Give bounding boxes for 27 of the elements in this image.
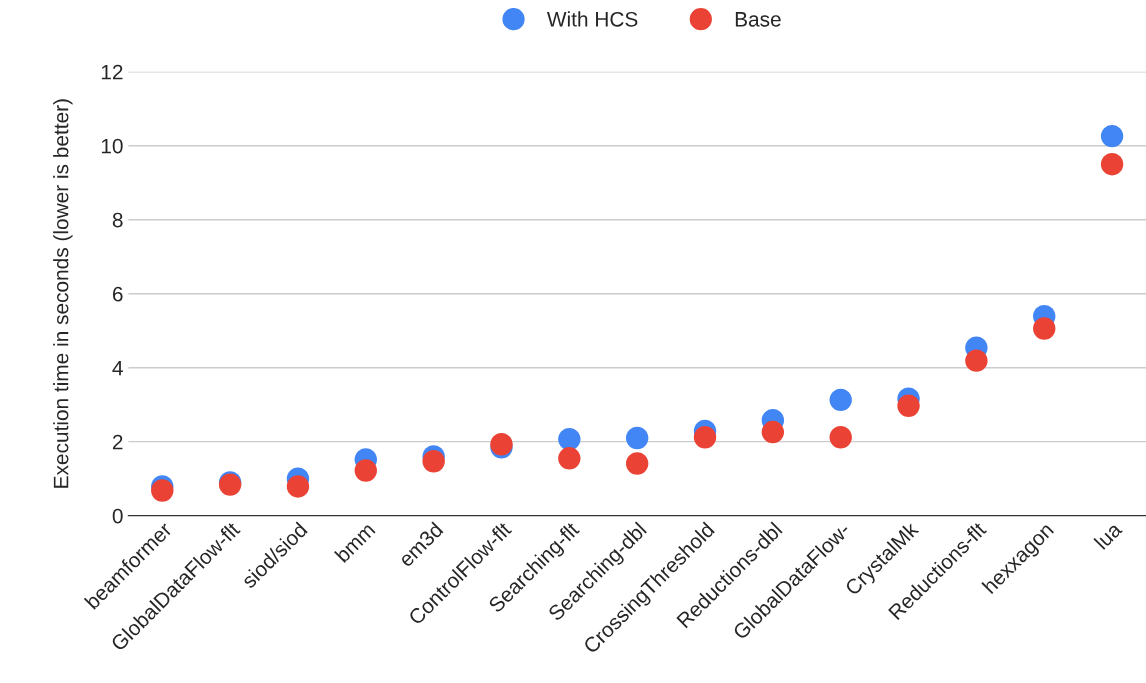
y-axis-title: Execution time in seconds (lower is better) (53, 99, 73, 488)
point (558, 447, 581, 470)
y-tick-label: 4 (112, 360, 123, 376)
point (354, 459, 377, 482)
point (1033, 317, 1056, 340)
point (897, 394, 920, 417)
point (1100, 124, 1124, 148)
point (1100, 153, 1124, 176)
y-tick-label: 12 (101, 64, 123, 80)
point (965, 349, 988, 372)
point (693, 426, 717, 449)
point (422, 450, 445, 473)
point (761, 420, 785, 444)
point (625, 426, 649, 450)
y-tick-label: 0 (112, 508, 123, 524)
x-tick-label: lua (1093, 520, 1123, 551)
y-tick-label: 10 (101, 138, 123, 154)
point (829, 388, 852, 412)
point (286, 475, 310, 498)
legend-label: With HCS (546, 11, 638, 27)
legend-label: Base (735, 12, 781, 27)
point (829, 426, 852, 449)
y-tick-label: 8 (112, 212, 123, 228)
y-tick-label: 6 (112, 286, 123, 302)
point (558, 427, 581, 451)
point (625, 452, 649, 475)
y-tick-label: 2 (112, 434, 123, 450)
